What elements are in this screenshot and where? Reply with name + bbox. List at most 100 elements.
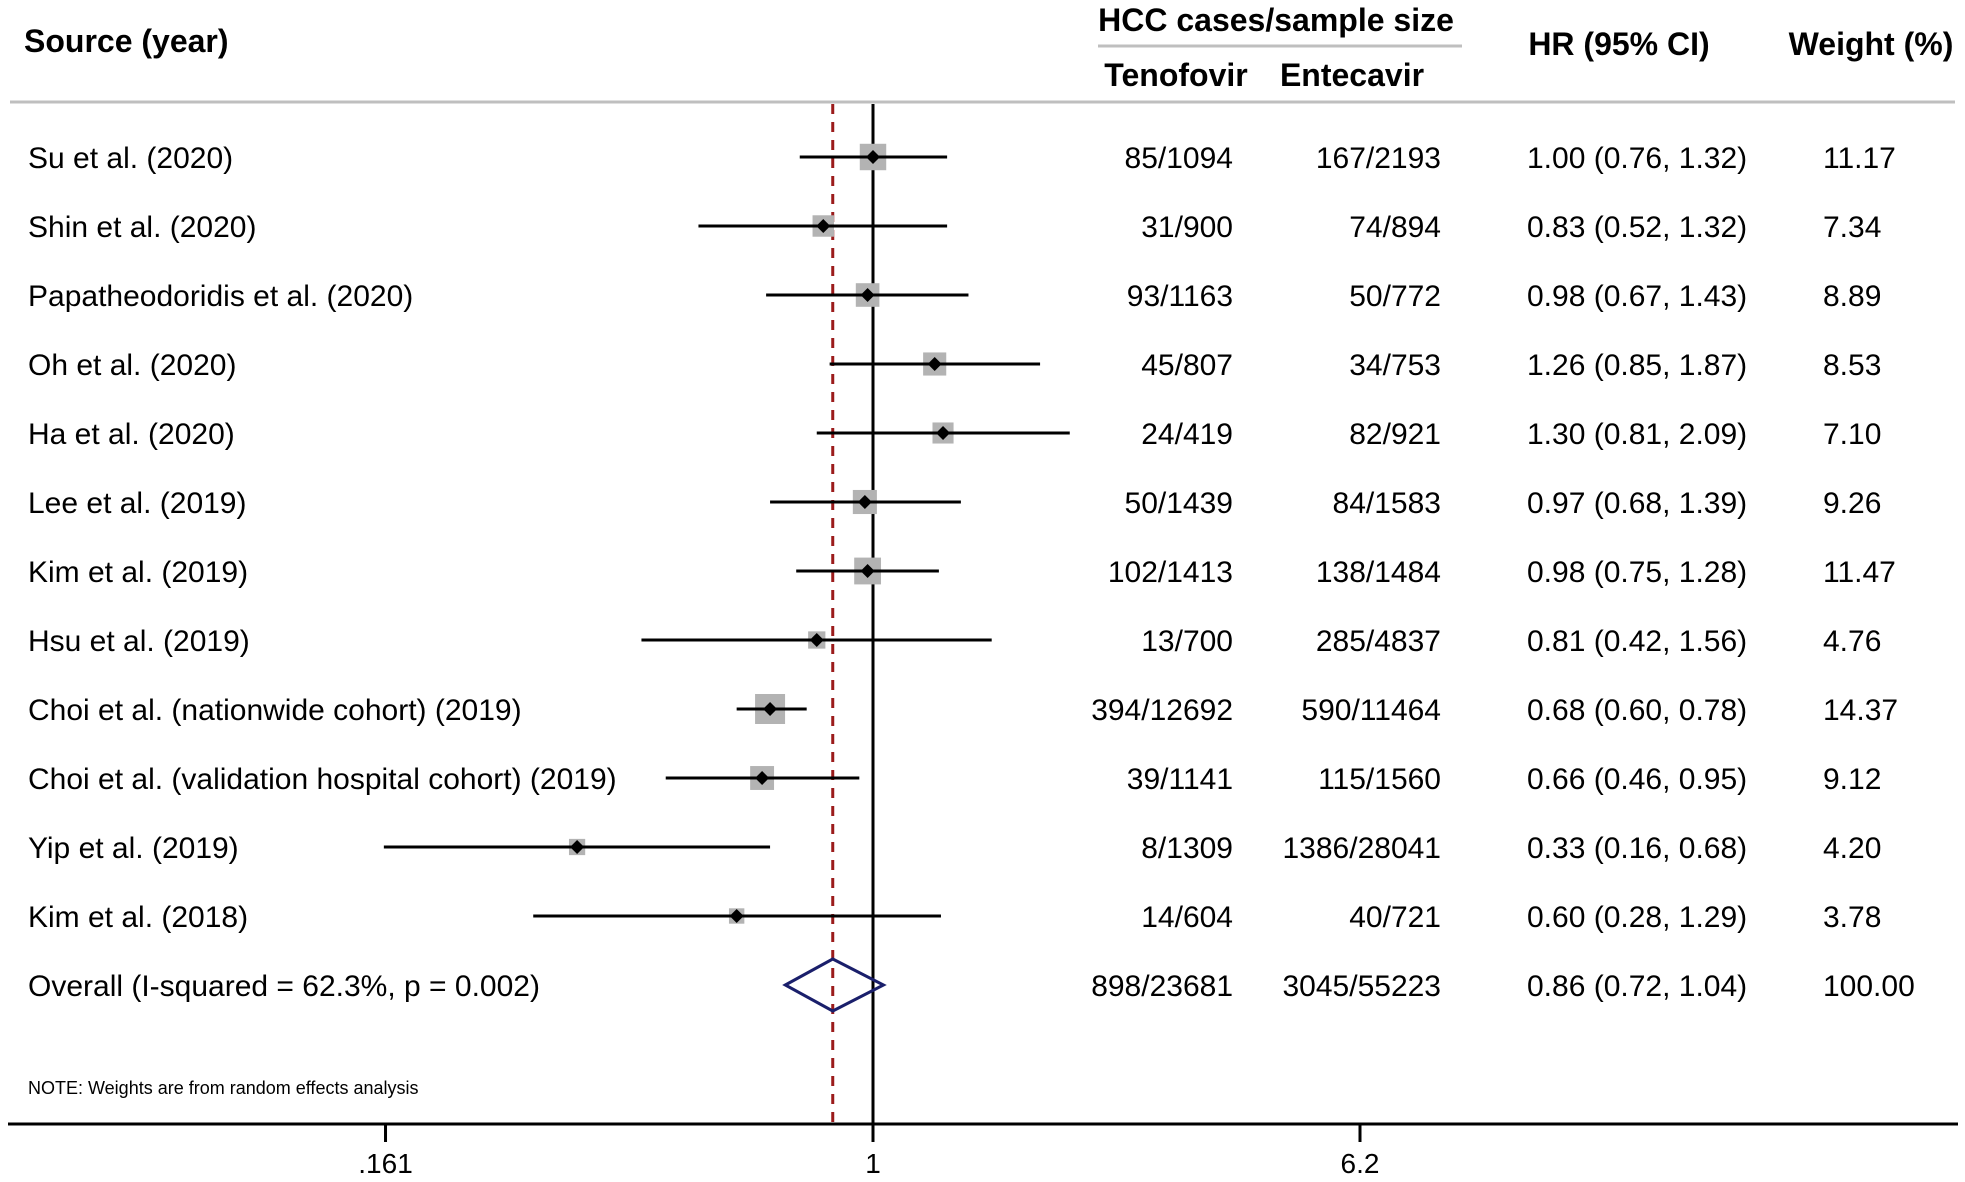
study-source: Choi et al. (validation hospital cohort)… [28,763,617,796]
study-hr-ci: 0.98 (0.75, 1.28) [1527,556,1747,589]
study-weight: 3.78 [1823,901,1881,934]
study-tenofovir: 8/1309 [1141,832,1233,865]
overall-diamond [782,957,887,1013]
study-entecavir: 1386/28041 [1283,832,1442,865]
study-tenofovir: 50/1439 [1125,487,1233,520]
study-source: Kim et al. (2019) [28,556,248,589]
point-estimate [755,771,770,785]
study-weight: 9.12 [1823,763,1881,796]
study-source: Ha et al. (2020) [28,418,235,451]
study-row: Shin et al. (2020) 31/900 74/894 0.83 (0.52… [28,211,1881,244]
study-entecavir: 285/4837 [1316,625,1441,658]
study-hr-ci: 0.60 (0.28, 1.29) [1527,901,1747,934]
study-row: Choi et al. (validation hospital cohort)… [28,763,1881,796]
study-source: Hsu et al. (2019) [28,625,250,658]
reference-lines [831,104,875,1124]
study-hr-ci: 0.98 (0.67, 1.43) [1527,280,1747,313]
study-source: Lee et al. (2019) [28,487,246,520]
header-tenofovir: Tenofovir [1104,57,1247,93]
study-entecavir: 167/2193 [1316,142,1441,175]
study-tenofovir: 45/807 [1141,349,1233,382]
study-tenofovir: 13/700 [1141,625,1233,658]
header-entecavir: Entecavir [1280,57,1424,93]
study-weight: 8.89 [1823,280,1881,313]
study-source: Oh et al. (2020) [28,349,236,382]
study-row: Choi et al. (nationwide cohort) (2019) 39… [28,694,1898,727]
point-estimate [729,909,744,923]
study-row: Yip et al. (2019) 8/1309 1386/28041 0.33 (0… [28,832,1881,865]
study-row: Ha et al. (2020) 24/419 82/921 1.30 (0.81, … [28,418,1881,451]
study-source: Shin et al. (2020) [28,211,256,244]
study-weight: 4.76 [1823,625,1881,658]
study-hr-ci: 1.26 (0.85, 1.87) [1527,349,1747,382]
study-source: Su et al. (2020) [28,142,233,175]
study-tenofovir: 24/419 [1141,418,1233,451]
point-estimate [809,633,824,647]
study-source: Papatheodoridis et al. (2020) [28,280,413,313]
header-weight: Weight (%) [1789,26,1954,62]
study-rows: Su et al. (2020) 85/1094 167/2193 1.00 (0.7… [28,142,1898,934]
study-source: Kim et al. (2018) [28,901,248,934]
study-weight: 4.20 [1823,832,1881,865]
point-estimate [866,150,880,164]
study-source: Choi et al. (nationwide cohort) (2019) [28,694,522,727]
study-weight: 14.37 [1823,694,1898,727]
study-entecavir: 40/721 [1349,901,1441,934]
overall-hr-ci: 0.86 (0.72, 1.04) [1527,970,1747,1003]
study-row: Hsu et al. (2019) 13/700 285/4837 0.81 (0.4… [28,625,1881,658]
note-text: NOTE: Weights are from random effects an… [28,1078,418,1098]
study-tenofovir: 85/1094 [1125,142,1233,175]
study-entecavir: 138/1484 [1316,556,1441,589]
study-weight: 8.53 [1823,349,1881,382]
study-entecavir: 82/921 [1349,418,1441,451]
study-weight: 9.26 [1823,487,1881,520]
study-weight: 11.17 [1823,142,1896,175]
point-estimate [860,288,875,302]
overall-entecavir: 3045/55223 [1283,970,1442,1003]
study-hr-ci: 0.97 (0.68, 1.39) [1527,487,1747,520]
study-hr-ci: 0.33 (0.16, 0.68) [1527,832,1747,865]
study-hr-ci: 0.81 (0.42, 1.56) [1527,625,1747,658]
study-entecavir: 50/772 [1349,280,1441,313]
point-estimate [857,495,872,509]
study-hr-ci: 0.83 (0.52, 1.32) [1527,211,1747,244]
study-hr-ci: 1.00 (0.76, 1.32) [1527,142,1747,175]
point-estimate [763,702,778,716]
study-row: Papatheodoridis et al. (2020) 93/1163 50/7… [28,280,1881,313]
study-tenofovir: 394/12692 [1091,694,1233,727]
study-source: Yip et al. (2019) [28,832,239,865]
study-tenofovir: 102/1413 [1108,556,1233,589]
study-tenofovir: 14/604 [1141,901,1233,934]
study-hr-ci: 1.30 (0.81, 2.09) [1527,418,1747,451]
point-estimate [860,564,875,578]
study-entecavir: 84/1583 [1333,487,1441,520]
x-tick-label: 6.2 [1341,1148,1380,1179]
header-source: Source (year) [24,23,229,59]
study-row: Lee et al. (2019) 50/1439 84/1583 0.97 (0.6… [28,487,1881,520]
study-row: Oh et al. (2020) 45/807 34/753 1.26 (0.85, … [28,349,1881,382]
point-estimate [816,219,831,233]
x-tick-label: .161 [358,1148,413,1179]
x-tick-label: 1 [865,1148,881,1179]
overall-source: Overall (I-squared = 62.3%, p = 0.002) [28,970,540,1003]
point-estimate [570,840,585,854]
study-tenofovir: 93/1163 [1127,280,1233,313]
header-hr: HR (95% CI) [1528,26,1709,62]
study-tenofovir: 31/900 [1141,211,1233,244]
study-entecavir: 590/11464 [1301,694,1441,727]
study-entecavir: 115/1560 [1318,763,1441,796]
x-axis-ticks: .161 1 6.2 [358,1124,1379,1179]
study-row: Su et al. (2020) 85/1094 167/2193 1.00 (0.7… [28,142,1896,175]
study-weight: 7.10 [1823,418,1881,451]
overall-tenofovir: 898/23681 [1091,970,1233,1003]
point-estimate [936,426,951,440]
point-estimate [927,357,942,371]
study-hr-ci: 0.68 (0.60, 0.78) [1527,694,1747,727]
study-tenofovir: 39/1141 [1127,763,1233,796]
overall-row: Overall (I-squared = 62.3%, p = 0.002) 89… [28,957,1915,1013]
overall-weight: 100.00 [1823,970,1915,1003]
study-row: Kim et al. (2018) 14/604 40/721 0.60 (0.28,… [28,901,1881,934]
header-group: HCC cases/sample size [1098,2,1454,38]
study-hr-ci: 0.66 (0.46, 0.95) [1527,763,1747,796]
study-entecavir: 74/894 [1349,211,1441,244]
